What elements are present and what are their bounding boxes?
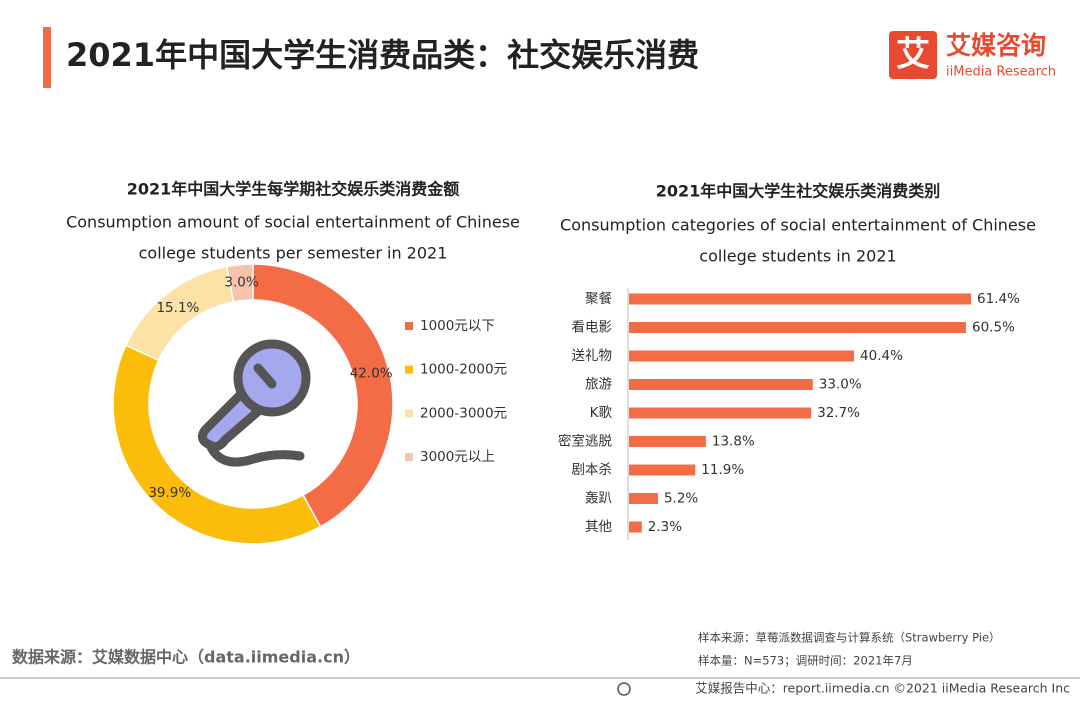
chart-subtitle: college students per semester in 2021 — [139, 244, 448, 263]
bar — [629, 322, 966, 333]
value-label: 42.0% — [350, 366, 393, 382]
copyright-icon — [617, 682, 631, 696]
category-label: 轰趴 — [585, 490, 612, 507]
sample-size: 样本量：N=573；调研时间：2021年7月 — [698, 654, 913, 668]
page-title: 2021年中国大学生消费品类：社交娱乐消费 — [66, 36, 699, 74]
microphone-icon — [197, 339, 311, 467]
value-label: 39.9% — [148, 485, 191, 501]
category-label: 剧本杀 — [572, 462, 613, 478]
bar — [629, 350, 855, 362]
chart-title: 2021年中国大学生社交娱乐类消费类别 — [656, 182, 941, 201]
legend-label: 1000元以下 — [420, 318, 495, 334]
value-label: 61.4% — [977, 291, 1020, 307]
value-label: 11.9% — [701, 462, 744, 478]
bar — [629, 493, 658, 504]
value-label: 5.2% — [664, 491, 698, 507]
value-label: 15.1% — [156, 300, 199, 316]
sample-source: 样本来源：草莓派数据调查与计算系统（Strawberry Pie） — [698, 631, 1001, 645]
value-label: 2.3% — [648, 519, 682, 535]
value-label: 60.5% — [972, 320, 1015, 336]
category-label: 密室逃脱 — [558, 433, 612, 450]
donut-segment — [112, 344, 322, 545]
legend-swatch — [405, 409, 413, 418]
legend-swatch — [405, 322, 413, 330]
donut-segment — [252, 263, 394, 528]
category-label: 看电影 — [572, 320, 613, 336]
value-label: 33.0% — [819, 377, 862, 393]
logo-mark: 艾 — [896, 35, 930, 75]
category-label: 其他 — [585, 519, 612, 535]
value-label: 40.4% — [860, 348, 903, 364]
bar — [629, 379, 813, 390]
chart-title: 2021年中国大学生每学期社交娱乐类消费金额 — [127, 180, 460, 199]
donut-segment — [225, 263, 254, 303]
category-label: K歌 — [590, 405, 613, 421]
copyright: 艾媒报告中心：report.iimedia.cn ©2021 iiMedia R… — [695, 681, 1070, 696]
legend-label: 3000元以上 — [420, 449, 495, 465]
bar — [629, 407, 812, 419]
legend-swatch — [405, 453, 413, 462]
chart-subtitle: college students in 2021 — [699, 247, 896, 266]
chart-subtitle: Consumption categories of social enterta… — [560, 216, 1036, 235]
bar — [629, 521, 642, 533]
category-label: 聚餐 — [585, 291, 613, 307]
legend-label: 1000-2000元 — [420, 362, 507, 378]
category-label: 送礼物 — [572, 348, 613, 364]
bar — [629, 464, 696, 476]
value-label: 32.7% — [817, 405, 860, 421]
bar — [629, 293, 971, 305]
logo-en: iiMedia Research — [946, 65, 1056, 80]
source: 数据来源：艾媒数据中心（data.iimedia.cn） — [12, 648, 360, 667]
category-label: 旅游 — [585, 377, 612, 393]
title-accent — [43, 27, 51, 88]
legend-label: 2000-3000元 — [420, 405, 507, 421]
bar — [629, 436, 706, 447]
legend-swatch — [405, 365, 413, 374]
chart-subtitle: Consumption amount of social entertainme… — [66, 213, 520, 232]
logo-box — [889, 31, 937, 79]
logo-cn: 艾媒咨询 — [946, 31, 1046, 60]
value-label: 13.8% — [712, 434, 755, 450]
value-label: 3.0% — [224, 275, 258, 291]
